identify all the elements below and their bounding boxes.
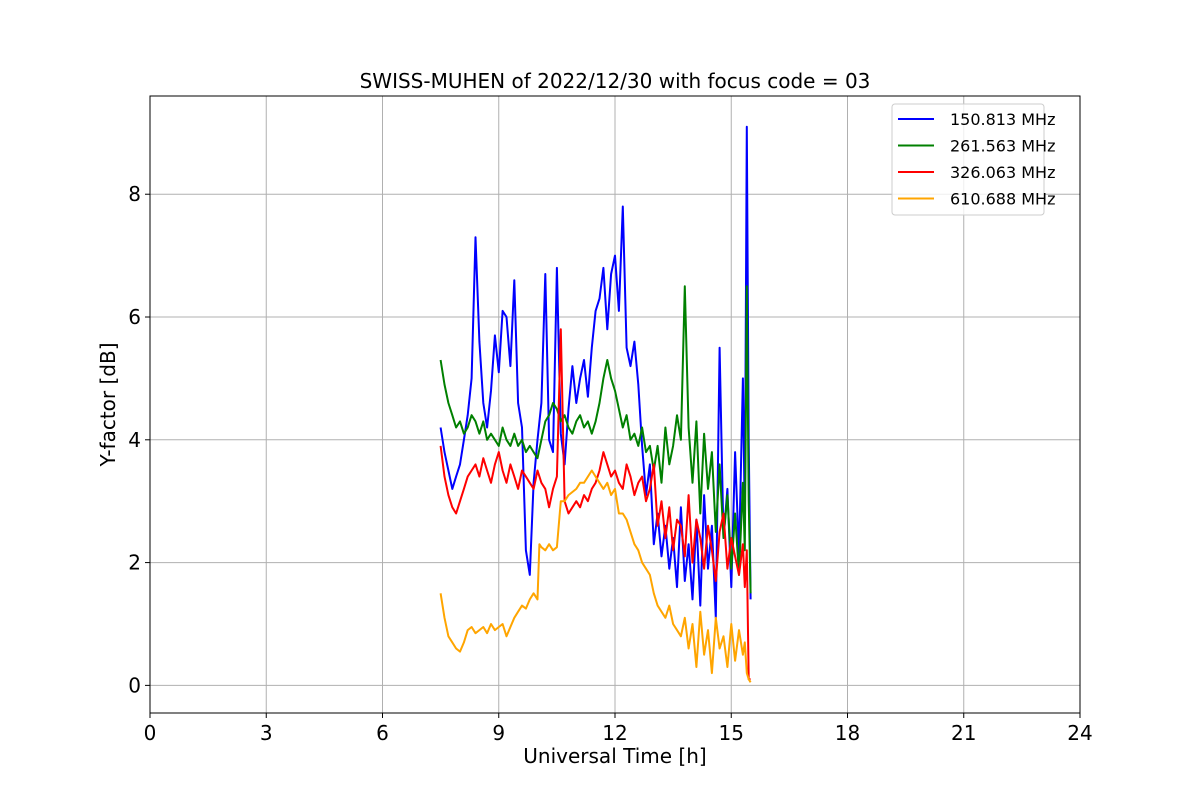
x-tick-label: 21 <box>951 721 976 745</box>
x-tick-label: 3 <box>260 721 273 745</box>
y-tick-label: 2 <box>128 551 141 575</box>
y-tick-label: 4 <box>128 428 141 452</box>
x-tick-label: 24 <box>1067 721 1092 745</box>
legend-label: 610.688 MHz <box>950 190 1055 209</box>
series-line-0 <box>439 125 752 619</box>
x-tick-label: 12 <box>602 721 627 745</box>
y-tick-label: 6 <box>128 305 141 329</box>
x-axis-label: Universal Time [h] <box>523 744 706 768</box>
legend-box <box>891 103 1045 216</box>
x-tick-label: 18 <box>835 721 860 745</box>
legend-label: 326.063 MHz <box>950 163 1055 182</box>
chart-title: SWISS-MUHEN of 2022/12/30 with focus cod… <box>360 69 871 93</box>
legend-label: 150.813 MHz <box>950 110 1055 129</box>
x-tick-label: 0 <box>144 721 157 745</box>
y-axis-label: Y-factor [dB] <box>96 342 120 467</box>
series-line-1 <box>439 285 752 594</box>
plot-series <box>439 125 752 683</box>
series-line-2 <box>439 328 751 681</box>
legend-label: 261.563 MHz <box>950 137 1055 156</box>
series-line-3 <box>439 469 752 683</box>
y-tick-label: 0 <box>128 673 141 697</box>
x-tick-label: 6 <box>376 721 389 745</box>
y-tick-label: 8 <box>128 182 141 206</box>
legend: 150.813 MHz 261.563 MHz 326.063 MHz 610.688… <box>891 103 1055 216</box>
x-tick-label: 15 <box>719 721 744 745</box>
x-tick-label: 9 <box>492 721 505 745</box>
